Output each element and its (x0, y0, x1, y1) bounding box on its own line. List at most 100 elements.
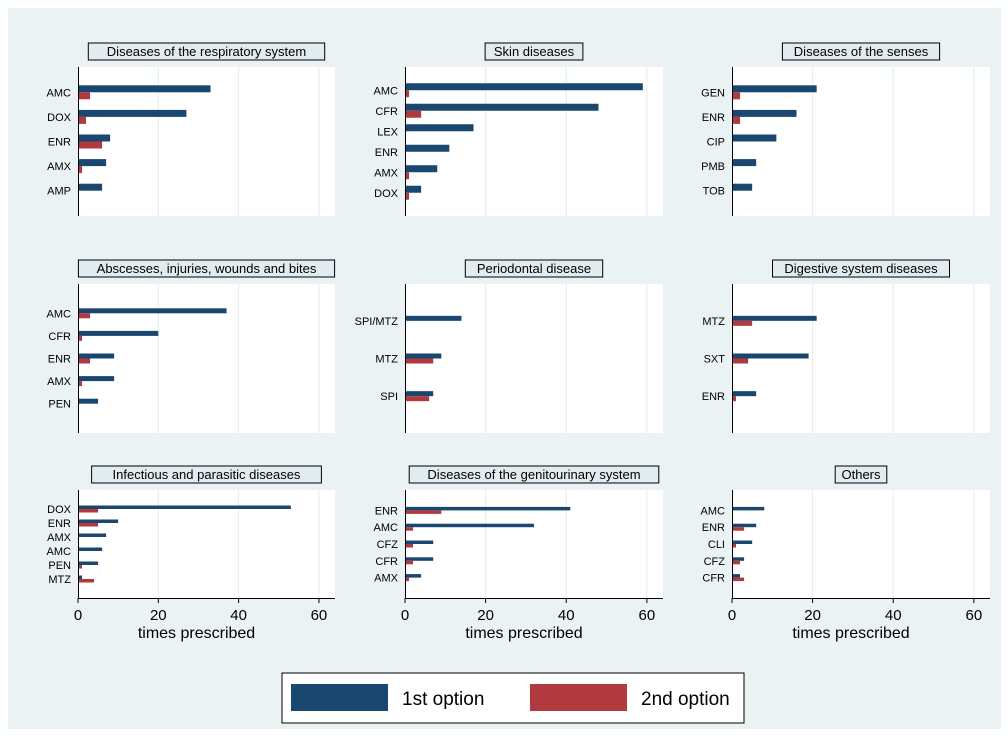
bar-1st-option (405, 523, 534, 528)
category-label: CFZ (704, 556, 726, 568)
bar-1st-option (732, 540, 753, 544)
panel-title: Infectious and parasitic diseases (113, 467, 301, 482)
bar-1st-option (405, 165, 438, 173)
panel-9: AMC ENR CLI CFZ CFR Others 0 20 40 60 times prescr… (701, 465, 990, 642)
category-label: DOX (374, 188, 399, 200)
bar-2nd-option (78, 523, 99, 527)
bar-1st-option (405, 574, 422, 578)
bar-1st-option (78, 353, 115, 359)
plot-area (78, 284, 335, 433)
legend-key (530, 684, 627, 711)
bar-1st-option (732, 557, 745, 561)
category-label: AMC (701, 505, 726, 517)
bar-1st-option (405, 185, 422, 193)
bar-1st-option (405, 103, 599, 111)
category-label: ENR (702, 391, 725, 403)
bar-1st-option (732, 315, 817, 321)
bar-2nd-option (732, 358, 749, 364)
legend: 1st option 2nd option (281, 672, 745, 724)
legend-key (291, 684, 388, 711)
x-tick-label: 40 (885, 607, 902, 624)
bar-2nd-option (78, 116, 87, 124)
category-label: ENR (702, 522, 725, 534)
panel-3: GEN ENR CIP PMB TOB Diseases of the senses (701, 42, 990, 216)
category-label: MTZ (48, 574, 71, 586)
bar-1st-option (405, 391, 434, 397)
bar-1st-option (732, 109, 797, 117)
category-label: ENR (48, 137, 71, 149)
bar-2nd-option (78, 313, 91, 319)
x-axis-label: times prescribed (792, 625, 909, 642)
bar-2nd-option (78, 579, 95, 583)
plot-area (732, 490, 990, 598)
bar-2nd-option (405, 192, 410, 200)
panel-title-box (484, 42, 584, 61)
bar-1st-option (78, 398, 99, 404)
panel-title-box (87, 42, 326, 61)
category-label: PEN (48, 560, 71, 572)
x-axis-label: times prescribed (138, 625, 255, 642)
category-label: TOB (703, 186, 725, 198)
bar-1st-option (405, 83, 643, 91)
bar-2nd-option (405, 90, 410, 98)
category-label: CFR (375, 106, 398, 118)
category-label: ENR (375, 147, 398, 159)
category-label: ENR (48, 518, 71, 530)
category-label: AMC (47, 308, 72, 320)
bar-1st-option (732, 523, 757, 528)
x-tick-label: 20 (804, 607, 821, 624)
category-label: AMC (47, 87, 72, 99)
category-label: AMX (47, 161, 72, 173)
plot-area (405, 490, 663, 598)
bar-1st-option (78, 533, 107, 537)
category-label: ENR (48, 354, 71, 366)
bar-1st-option (405, 540, 434, 544)
category-label: DOX (47, 504, 72, 516)
bar-2nd-option (78, 166, 83, 174)
bar-2nd-option (405, 560, 414, 565)
bar-2nd-option (405, 527, 414, 531)
x-tick-label: 20 (150, 607, 167, 624)
bar-1st-option (732, 134, 777, 142)
category-label: GEN (701, 87, 725, 99)
x-axis-label: times prescribed (465, 625, 582, 642)
bar-1st-option (78, 330, 159, 336)
panel-title-box (781, 42, 941, 61)
panel-title: Diseases of the senses (794, 44, 929, 59)
x-tick-label: 40 (558, 607, 575, 624)
panel-8: ENR AMC CFZ CFR AMX Diseases of the genitouri… (374, 465, 663, 642)
bar-1st-option (405, 315, 462, 321)
category-label: CFZ (377, 539, 399, 551)
bar-2nd-option (78, 565, 83, 569)
category-label: LEX (377, 126, 398, 138)
x-tick-label: 20 (477, 607, 494, 624)
bar-1st-option (78, 159, 107, 167)
bar-1st-option (78, 547, 103, 551)
bar-1st-option (78, 561, 99, 565)
panel-title: Diseases of the genitourinary system (427, 467, 640, 482)
panel-title-box (91, 465, 322, 484)
panel-title-box (834, 465, 888, 484)
bar-1st-option (732, 85, 817, 93)
category-label: CFR (48, 331, 71, 343)
category-label: ENR (702, 112, 725, 124)
panel-title-box (408, 465, 660, 484)
bar-2nd-option (732, 560, 741, 565)
category-label: CFR (702, 573, 725, 585)
bar-1st-option (78, 85, 211, 93)
panel-5: SPI/MTZ MTZ SPI Periodontal disease (355, 259, 663, 433)
panel-6: MTZ SXT ENR Digestive system diseases (702, 259, 990, 433)
category-label: MTZ (702, 316, 725, 328)
bar-2nd-option (405, 358, 434, 364)
category-label: AMC (374, 85, 399, 97)
panel-title: Periodontal disease (477, 261, 591, 276)
category-label: AMC (47, 546, 72, 558)
bar-1st-option (405, 144, 450, 152)
bar-1st-option (405, 353, 442, 359)
bar-1st-option (405, 506, 571, 511)
bar-2nd-option (732, 92, 741, 100)
category-label: CIP (707, 137, 725, 149)
bar-2nd-option (732, 527, 745, 531)
x-tick-label: 60 (311, 607, 328, 624)
